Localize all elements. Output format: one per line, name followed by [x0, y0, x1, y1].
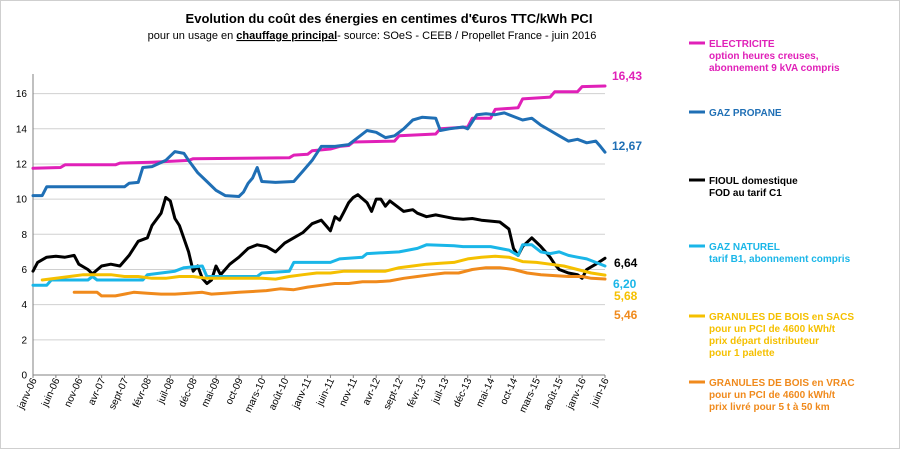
grid — [33, 93, 605, 376]
x-tick-label: janv-16 — [565, 376, 589, 412]
series-line-electricite — [31, 84, 607, 170]
x-tick-label: déc-08 — [177, 376, 200, 409]
legend-text-granules_sacs: GRANULES DE BOIS en SACS — [709, 312, 854, 323]
subtitle-underlined: chauffage principal — [236, 30, 337, 42]
legend-text-fioul: FOD au tarif C1 — [709, 188, 782, 199]
x-tick-label: avr-12 — [361, 376, 383, 407]
legend-text-electricite: abonnement 9 kVA compris — [709, 63, 840, 74]
series-line-gaz_naturel — [31, 243, 607, 287]
end-labels: 16,43 12,67 6,64 6,205,68 5,46 — [612, 69, 642, 322]
subtitle-suffix: - source: SOeS - CEEB / Propellet France… — [337, 30, 596, 42]
x-tick-label: janv-06 — [15, 376, 39, 412]
x-tick-label: mai-09 — [200, 376, 223, 409]
legend-text-electricite: ELECTRICITE — [709, 39, 775, 50]
series-line-granules_vrac — [72, 266, 607, 298]
x-tick-label: oct-14 — [498, 376, 520, 406]
x-tick-label: oct-09 — [224, 376, 246, 406]
x-tick-label: juil-08 — [155, 376, 177, 406]
legend-text-granules_vrac: pour un PCI de 4600 kWh/t — [709, 390, 836, 401]
x-tick-label: sept-07 — [107, 376, 131, 411]
y-tick-label: 0 — [21, 371, 27, 382]
x-tick-label: févr-13 — [406, 376, 429, 409]
x-tick-label: août-15 — [542, 376, 566, 412]
x-tick-label: janv-11 — [290, 376, 314, 411]
x-tick-label: mai-14 — [474, 376, 497, 409]
x-tick-label: déc-13 — [452, 376, 475, 409]
y-tick-label: 8 — [21, 230, 27, 241]
y-tick-label: 2 — [21, 335, 27, 346]
legend-text-gaz_naturel: GAZ NATUREL — [709, 242, 780, 253]
series-line-fioul — [31, 193, 607, 285]
legend-text-gaz_propane: GAZ PROPANE — [709, 108, 782, 119]
end-label-granules_sacs: 5,68 — [614, 289, 638, 303]
x-tick-label: févr-08 — [131, 376, 154, 409]
legend-text-granules_vrac: prix livré pour 5 t à 50 km — [709, 402, 830, 413]
end-label-electricite: 16,43 — [612, 69, 642, 83]
chart-title: Evolution du coût des énergies en centim… — [186, 11, 593, 26]
legend-text-granules_sacs: pour un PCI de 4600 kWh/t — [709, 324, 836, 335]
series-line-granules_sacs — [40, 254, 607, 282]
x-tick-label: juil-13 — [430, 376, 452, 406]
x-tick-label: août-10 — [267, 376, 291, 412]
end-label-fioul: 6,64 — [614, 256, 638, 270]
x-tick-label: avr-07 — [86, 376, 108, 407]
x-tick-label: nov-11 — [337, 376, 360, 408]
end-label-gaz_propane: 12,67 — [612, 139, 642, 153]
series-lines — [31, 84, 607, 298]
y-tick-label: 6 — [21, 265, 27, 276]
y-tick-label: 12 — [16, 159, 28, 170]
y-tick-label: 4 — [21, 300, 27, 311]
series-line-gaz_propane — [31, 111, 607, 198]
x-tick-label: mars-10 — [243, 376, 269, 414]
y-tick-label: 10 — [16, 195, 28, 206]
y-tick-label: 14 — [16, 124, 28, 135]
end-label-granules_vrac: 5,46 — [614, 308, 638, 322]
legend-text-granules_vrac: GRANULES DE BOIS en VRAC — [709, 378, 855, 389]
x-tick-label: juin-16 — [589, 376, 612, 409]
legend-text-gaz_naturel: tarif B1, abonnement compris — [709, 254, 851, 265]
legend-text-electricite: option heures creuses, — [709, 51, 819, 62]
x-tick-label: nov-06 — [63, 376, 86, 409]
legend-text-granules_sacs: prix départ distributeur — [709, 336, 819, 347]
legend-text-granules_sacs: pour 1 palette — [709, 348, 775, 359]
x-tick-label: sept-12 — [382, 376, 406, 411]
x-tick-label: juin-06 — [40, 376, 63, 409]
x-tick-label: mars-15 — [518, 376, 544, 414]
legend-text-fioul: FIOUL domestique — [709, 176, 798, 187]
y-tick-label: 16 — [16, 89, 28, 100]
x-tick-label: juin-11 — [314, 376, 337, 408]
end-label-gaz_naturel: 6,20 — [613, 277, 637, 291]
chart-subtitle: pour un usage en chauffage principal- so… — [148, 30, 597, 42]
subtitle-prefix: pour un usage en — [148, 30, 237, 42]
